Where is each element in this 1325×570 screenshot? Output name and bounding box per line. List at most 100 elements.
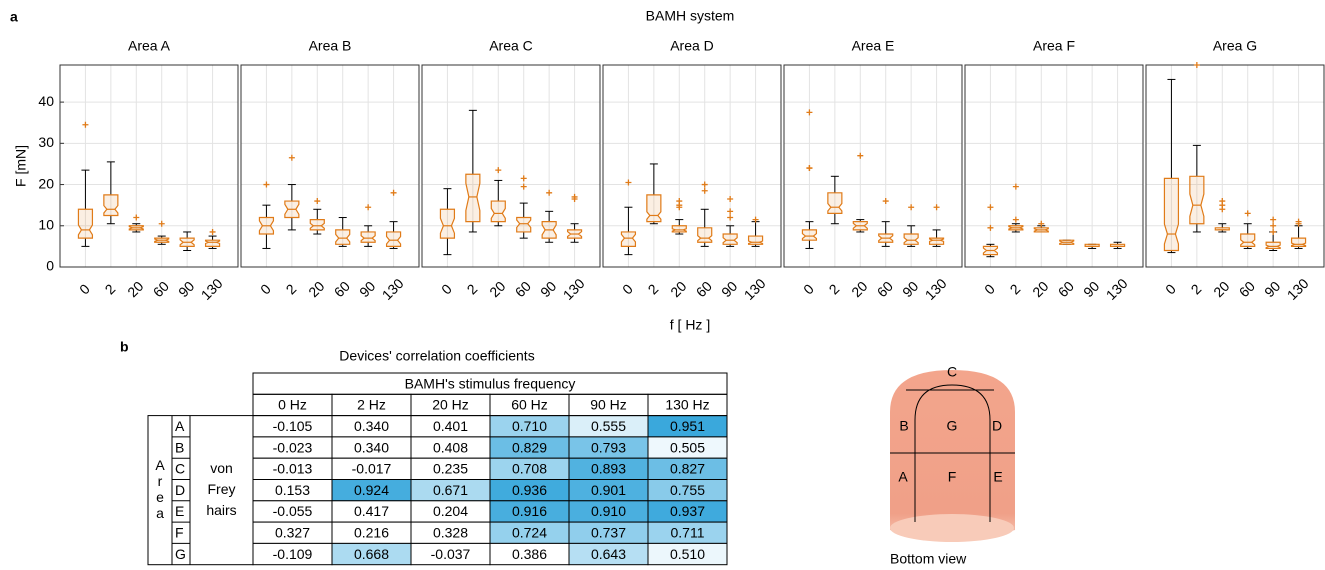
box xyxy=(309,218,325,231)
x-tick-label: 0 xyxy=(1162,281,1179,298)
table-cell xyxy=(647,542,728,566)
region-label: E xyxy=(993,469,1002,485)
y-axis-label: F [mN] xyxy=(13,145,29,187)
region-label: A xyxy=(898,469,908,485)
cell-value: 0.417 xyxy=(354,503,389,519)
outlier xyxy=(1270,216,1277,223)
x-tick-label: 0 xyxy=(438,281,455,298)
outlier xyxy=(1219,198,1226,205)
cell-value: 0.711 xyxy=(671,524,705,540)
cell-value: 0.216 xyxy=(354,524,389,540)
cell-value: 0.510 xyxy=(670,546,705,562)
cell-value: 0.937 xyxy=(670,503,705,519)
x-tick-label: 90 xyxy=(1261,278,1283,300)
group-label: r xyxy=(158,473,163,489)
box xyxy=(465,173,481,223)
plot-frame xyxy=(240,64,420,268)
x-tick-label: 60 xyxy=(1236,278,1258,300)
y-tick-label: 10 xyxy=(38,216,54,232)
x-tick-label: 20 xyxy=(1210,278,1232,300)
cell-value: 0.901 xyxy=(591,482,626,498)
cell-value: 0.755 xyxy=(670,482,705,498)
plot-area xyxy=(60,65,238,267)
outlier xyxy=(82,121,89,128)
outlier xyxy=(806,109,813,116)
outlier xyxy=(520,175,527,182)
cell-value: 0.708 xyxy=(512,461,547,477)
finger-diagram xyxy=(890,370,1015,542)
outlier xyxy=(701,181,708,188)
box xyxy=(1163,177,1180,252)
outlier xyxy=(571,193,578,200)
box xyxy=(204,239,221,247)
x-tick-label: 90 xyxy=(356,278,378,300)
x-tick-label: 20 xyxy=(305,278,327,300)
device-label: hairs xyxy=(206,502,236,518)
cell-value: 0.910 xyxy=(591,503,626,519)
panel-title: Area A xyxy=(128,38,171,54)
row-label: E xyxy=(175,503,184,519)
box xyxy=(385,231,402,247)
diagram-caption: Bottom view xyxy=(890,551,967,567)
cell-value: 0.386 xyxy=(512,546,547,562)
x-tick-label: 90 xyxy=(175,278,197,300)
outlier xyxy=(806,165,813,172)
x-tick-label: 20 xyxy=(486,278,508,300)
x-tick-label: 90 xyxy=(899,278,921,300)
x-tick-label: 2 xyxy=(1007,281,1024,298)
panel-title: Area F xyxy=(1033,38,1075,54)
outlier xyxy=(1012,216,1019,223)
box xyxy=(335,229,351,245)
cell-value: 0.793 xyxy=(591,439,626,455)
panel-title: Area C xyxy=(489,38,533,54)
group-label: a xyxy=(156,505,164,521)
outlier xyxy=(1270,228,1277,235)
outlier xyxy=(987,224,994,231)
y-tick-label: 30 xyxy=(38,134,54,150)
column-header: 130 Hz xyxy=(665,397,709,413)
x-tick-label: 0 xyxy=(800,281,817,298)
panel-title: Area B xyxy=(309,38,352,54)
cell-value: 0.936 xyxy=(512,482,547,498)
row-label: B xyxy=(175,439,184,455)
cell-value: 0.893 xyxy=(591,461,626,477)
x-tick-label: 2 xyxy=(1188,281,1205,298)
cell-value: 0.340 xyxy=(354,418,389,434)
outlier xyxy=(158,220,165,227)
row-label: A xyxy=(175,418,185,434)
x-tick-label: 90 xyxy=(537,278,559,300)
outlier xyxy=(1038,220,1045,227)
plot-frame xyxy=(783,64,963,268)
region-label: B xyxy=(899,418,908,434)
cell-value: 0.829 xyxy=(512,439,547,455)
box xyxy=(516,216,532,233)
plot-area xyxy=(603,65,781,267)
outlier xyxy=(314,198,321,205)
x-tick-label: 60 xyxy=(150,278,172,300)
x-tick-label: 130 xyxy=(198,275,226,303)
x-tick-label: 130 xyxy=(741,275,769,303)
x-tick-label: 20 xyxy=(848,278,870,300)
x-tick-label: 60 xyxy=(693,278,715,300)
cell-value: 0.340 xyxy=(354,439,389,455)
outlier xyxy=(701,187,708,194)
cell-value: 0.328 xyxy=(433,524,468,540)
cell-value: 0.204 xyxy=(433,503,468,519)
box-panel: Area D 0 2 20 60 90 130 xyxy=(602,38,782,303)
box xyxy=(928,237,945,245)
x-tick-label: 0 xyxy=(257,281,274,298)
outlier xyxy=(987,204,994,211)
x-tick-label: 130 xyxy=(560,275,588,303)
device-label: Frey xyxy=(208,481,236,497)
cell-value: -0.109 xyxy=(273,546,313,562)
cell-value: 0.668 xyxy=(354,546,389,562)
x-tick-label: 60 xyxy=(331,278,353,300)
x-tick-label: 20 xyxy=(667,278,689,300)
plot-area xyxy=(784,65,962,267)
cell-value: 0.505 xyxy=(670,439,705,455)
cell-value: 0.671 xyxy=(433,482,468,498)
box-panel: Area G 0 2 20 60 90 130 xyxy=(1145,38,1325,303)
panel-title: Area G xyxy=(1213,38,1257,54)
cell-value: 0.827 xyxy=(670,461,705,477)
